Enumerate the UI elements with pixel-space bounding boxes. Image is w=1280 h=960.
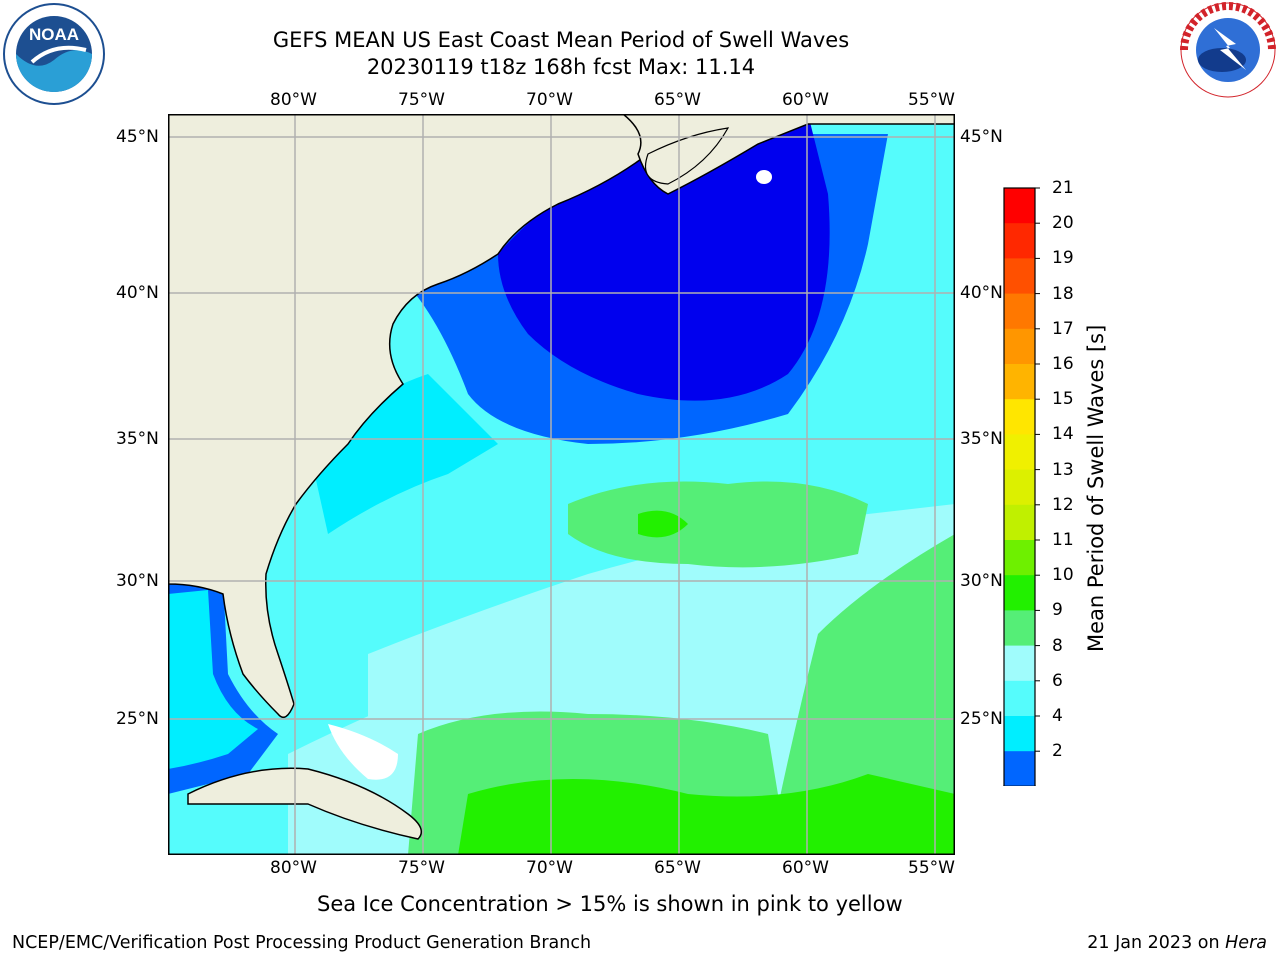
colorbar-segment [1004, 258, 1035, 295]
svg-text:NOAA: NOAA [29, 25, 79, 44]
colorbar-segment [1004, 751, 1035, 786]
colorbar-segment [1004, 504, 1035, 541]
swell-10-11-patch [458, 774, 955, 855]
lat-label-left-25n: 25°N [116, 709, 159, 729]
colorbar-tick-label: 8 [1052, 635, 1063, 656]
colorbar-tick-label: 11 [1052, 530, 1074, 550]
lat-label-left-45n: 45°N [116, 127, 159, 147]
lat-label-left-40n: 40°N [116, 283, 159, 303]
colorbar-tick-label: 15 [1052, 389, 1074, 410]
colorbar-tick-label: 2 [1052, 741, 1063, 762]
colorbar-tick-label: 16 [1052, 354, 1074, 374]
colorbar-segment [1004, 680, 1035, 717]
colorbar-segment [1004, 645, 1035, 682]
colorbar-tick-label: 9 [1052, 600, 1063, 621]
map-panel [168, 114, 955, 855]
lon-label-top-80w: 80°W [270, 90, 317, 110]
lon-label-top-75w: 75°W [398, 90, 445, 110]
lat-label-left-30n: 30°N [116, 571, 159, 591]
lat-label-left-35n: 35°N [116, 429, 159, 449]
colorbar-tick-label: 21 [1052, 178, 1074, 198]
sea-ice-caption: Sea Ice Concentration > 15% is shown in … [317, 892, 903, 916]
colorbar [1000, 186, 1040, 786]
lon-label-bottom-60w: 60°W [782, 858, 829, 878]
colorbar-tick-label: 13 [1052, 459, 1074, 480]
lon-label-bottom-75w: 75°W [398, 858, 445, 878]
colorbar-segment [1004, 293, 1035, 330]
footer-date: 21 Jan 2023 on Hera [1087, 932, 1267, 954]
colorbar-tick-label: 6 [1052, 670, 1063, 691]
lon-label-top-70w: 70°W [526, 90, 573, 110]
footer-credit: NCEP/EMC/Verification Post Processing Pr… [12, 933, 592, 953]
cuba-landmass [187, 767, 423, 840]
colorbar-tick-label: 18 [1052, 283, 1074, 304]
colorbar-segment [1004, 434, 1035, 471]
colorbar-segment [1004, 328, 1035, 365]
lon-label-top-55w: 55°W [908, 90, 955, 110]
colorbar-tick-label: 20 [1052, 213, 1074, 234]
lon-label-bottom-70w: 70°W [526, 858, 573, 878]
colorbar-tick-label: 14 [1052, 424, 1074, 445]
colorbar-segment [1004, 610, 1035, 647]
us-landmass [168, 114, 690, 719]
footer-date-text: 21 Jan 2023 on [1087, 933, 1226, 953]
noaa-logo: NOAA [2, 2, 106, 106]
colorbar-segment [1004, 540, 1035, 576]
colorbar-tick-label: 10 [1052, 565, 1074, 586]
map-title: GEFS MEAN US East Coast Mean Period of S… [272, 28, 850, 52]
lon-label-bottom-55w: 55°W [908, 858, 955, 878]
lon-label-bottom-80w: 80°W [270, 858, 317, 878]
lon-label-top-65w: 65°W [654, 90, 701, 110]
map-subtitle: 20230119 t18z 168h fcst Max: 11.14 [366, 55, 756, 79]
footer-machine: Hera [1225, 933, 1267, 953]
colorbar-tick-label: 4 [1052, 706, 1063, 726]
colorbar-label: Mean Period of Swell Waves [s] [1084, 324, 1108, 652]
colorbar-segment [1004, 364, 1035, 400]
colorbar-segment [1004, 575, 1035, 611]
lat-label-right-40n: 40°N [960, 283, 1003, 303]
colorbar-segment [1004, 223, 1035, 259]
nws-logo [1178, 0, 1278, 100]
lon-label-top-60w: 60°W [782, 90, 829, 110]
lat-label-right-35n: 35°N [960, 429, 1003, 449]
colorbar-tick-label: 12 [1052, 494, 1074, 515]
lat-label-right-30n: 30°N [960, 571, 1003, 591]
lat-label-right-45n: 45°N [960, 127, 1003, 147]
colorbar-segment [1004, 399, 1035, 435]
swell-9-10-patch [568, 481, 868, 568]
colorbar-segment [1004, 469, 1035, 506]
colorbar-segment [1004, 188, 1035, 224]
lon-label-bottom-65w: 65°W [654, 858, 701, 878]
graticule [168, 114, 955, 855]
colorbar-segment [1004, 716, 1035, 752]
colorbar-tick-label: 19 [1052, 248, 1074, 269]
colorbar-tick-label: 17 [1052, 318, 1074, 339]
lat-label-right-25n: 25°N [960, 709, 1003, 729]
